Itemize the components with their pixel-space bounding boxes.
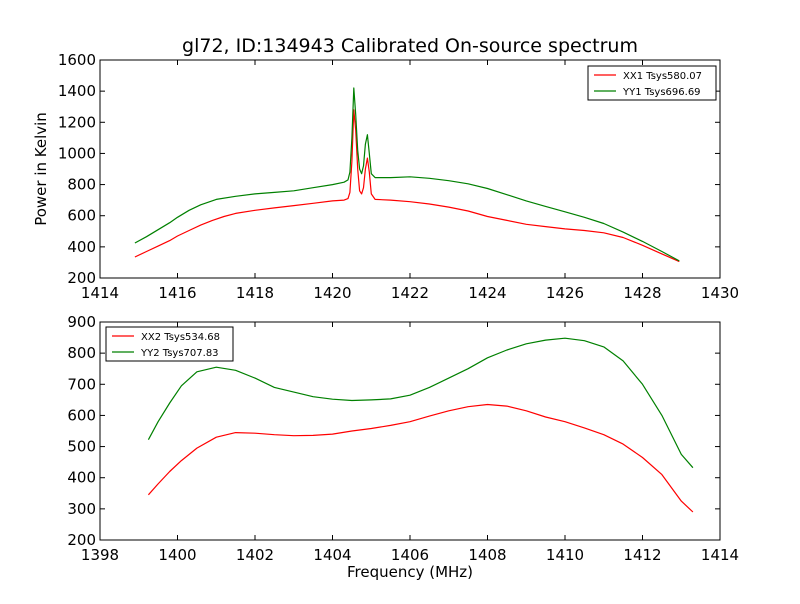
x-tick-label: 1414 — [81, 284, 119, 302]
y-tick-label: 200 — [67, 269, 96, 287]
y-tick-label: 1600 — [58, 51, 96, 69]
y-tick-label: 600 — [67, 406, 96, 424]
series-line-2 — [134, 87, 680, 262]
y-tick-label: 400 — [67, 238, 96, 256]
x-tick-label: 1402 — [236, 546, 274, 564]
y-tick-label: 600 — [67, 207, 96, 225]
y-tick-label: 1400 — [58, 82, 96, 100]
x-tick-label: 1416 — [158, 284, 196, 302]
legend-label: XX2 Tsys534.68 — [141, 332, 220, 343]
x-tick-label: 1412 — [623, 546, 661, 564]
series-line-1 — [134, 109, 680, 263]
x-tick-label: 1400 — [158, 546, 196, 564]
y-tick-label: 800 — [67, 344, 96, 362]
y-tick-label: 800 — [67, 176, 96, 194]
x-axis-label: Frequency (MHz) — [347, 563, 473, 581]
y-tick-label: 500 — [67, 438, 96, 456]
legend-box — [105, 326, 234, 362]
figure-title: gl72, ID:134943 Calibrated On-source spe… — [182, 35, 638, 57]
x-tick-label: 1422 — [391, 284, 429, 302]
x-tick-label: 1426 — [546, 284, 584, 302]
x-tick-label: 1418 — [236, 284, 274, 302]
y-tick-label: 300 — [67, 500, 96, 518]
plot-panel-1: 1414 1416 1418 1420 1422 1424 1426 1428 1430 200 4… — [32, 51, 739, 302]
legend-label: YY2 Tsys707.83 — [140, 348, 219, 359]
x-tick-label: 1404 — [313, 546, 351, 564]
legend: XX2 Tsys534.68 YY2 Tsys707.83 — [105, 326, 234, 362]
x-tick-label: 1398 — [81, 546, 119, 564]
x-tick-label: 1430 — [701, 284, 739, 302]
x-tick-label: 1406 — [391, 546, 429, 564]
legend-label: YY1 Tsys696.69 — [622, 87, 701, 98]
x-tick-label: 1424 — [468, 284, 506, 302]
y-tick-label: 200 — [67, 531, 96, 549]
legend: XX1 Tsys580.07 YY1 Tsys696.69 — [587, 65, 717, 101]
y-axis-label: Power in Kelvin — [32, 112, 50, 226]
x-tick-label: 1428 — [623, 284, 661, 302]
y-tick-label: 1200 — [58, 113, 96, 131]
y-tick-label: 400 — [67, 469, 96, 487]
series-line-2 — [147, 337, 694, 469]
legend-label: XX1 Tsys580.07 — [623, 71, 702, 82]
x-tick-label: 1414 — [701, 546, 739, 564]
x-tick-label: 1408 — [468, 546, 506, 564]
y-tick-label: 900 — [67, 313, 96, 331]
y-tick-label: 700 — [67, 375, 96, 393]
x-tick-label: 1420 — [313, 284, 351, 302]
series-line-1 — [147, 403, 694, 513]
plot-panel-2: 1398 1400 1402 1404 1406 1408 1410 1412 1414 200 3… — [67, 313, 739, 581]
legend-box — [587, 65, 717, 101]
y-tick-label: 1000 — [58, 144, 96, 162]
x-tick-label: 1410 — [546, 546, 584, 564]
